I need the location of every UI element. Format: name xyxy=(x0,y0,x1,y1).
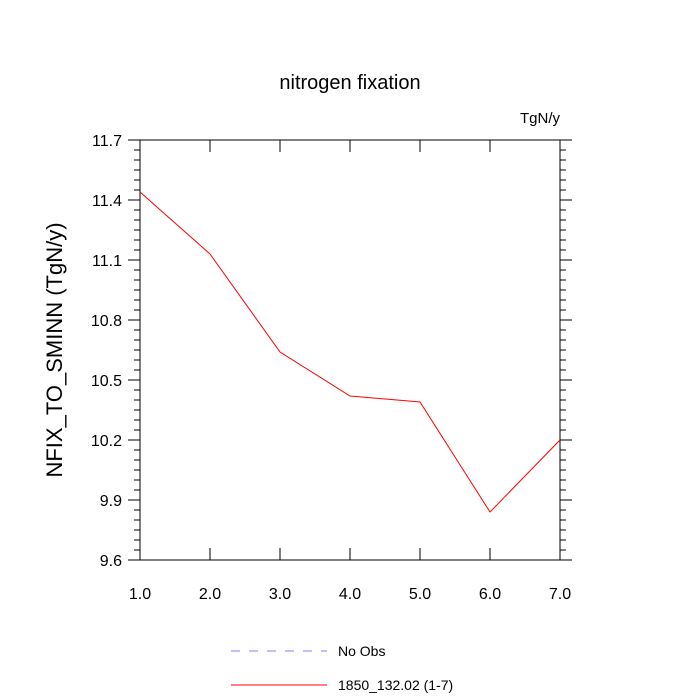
axis-ticks xyxy=(128,139,572,561)
legend: No Obs 1850_132.02 (1-7) xyxy=(231,643,453,693)
series-layer xyxy=(139,191,561,513)
x-tick-label: 4.0 xyxy=(339,586,361,603)
y-tick-label: 10.8 xyxy=(91,313,122,330)
y-tick-label: 9.9 xyxy=(100,493,122,510)
chart-title: nitrogen fixation xyxy=(279,72,420,94)
plot-frame xyxy=(139,139,561,561)
units-label: TgN/y xyxy=(520,110,561,127)
x-tick-label: 6.0 xyxy=(479,586,501,603)
y-axis-label: NFIX_TO_SMINN (TgN/y) xyxy=(42,222,67,477)
x-tick-label: 1.0 xyxy=(129,586,151,603)
x-tick-label: 3.0 xyxy=(269,586,291,603)
legend-label-series: 1850_132.02 (1-7) xyxy=(338,677,453,693)
x-tick-label: 7.0 xyxy=(549,586,571,603)
y-tick-label: 9.6 xyxy=(100,553,122,570)
y-tick-label: 11.1 xyxy=(92,253,122,270)
y-tick-label: 10.2 xyxy=(91,433,122,450)
y-tick-label: 10.5 xyxy=(91,373,122,390)
x-tick-label: 2.0 xyxy=(199,586,221,603)
y-tick-label: 11.7 xyxy=(92,133,122,150)
x-tick-label: 5.0 xyxy=(409,586,431,603)
y-tick-label: 11.4 xyxy=(92,193,122,210)
series-line xyxy=(139,191,561,513)
axis-tick-labels: 1.0 2.0 3.0 4.0 5.0 6.0 7.0 9.6 9.9 10.2 10.5 10.8 1… xyxy=(91,133,571,603)
legend-label-no-obs: No Obs xyxy=(338,643,385,659)
